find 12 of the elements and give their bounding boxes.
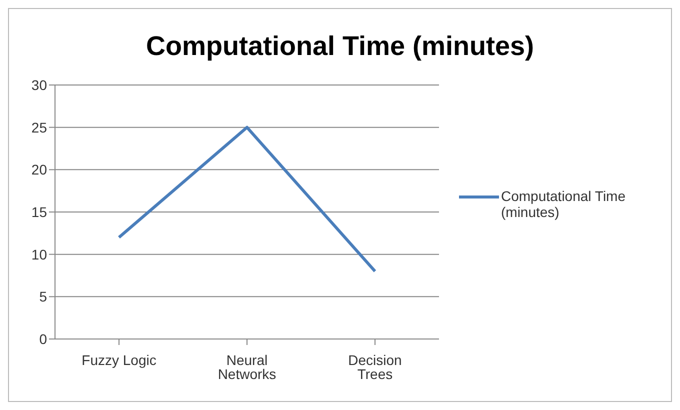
y-tick-label: 10	[31, 246, 48, 262]
x-tick-label: Fuzzy Logic	[82, 352, 156, 368]
x-tick-label: Neural Networks	[218, 352, 276, 382]
legend-label: Computational Time (minutes)	[501, 188, 627, 220]
chart-title: Computational Time (minutes)	[144, 31, 536, 62]
y-tick-label: 15	[31, 204, 48, 220]
y-tick-label: 30	[31, 76, 48, 93]
y-tick-label: 5	[39, 288, 48, 305]
y-tick-label: 25	[31, 119, 48, 136]
x-tick-label: Decision Trees	[348, 352, 402, 382]
y-tick-label: 0	[39, 330, 48, 347]
y-tick-label: 20	[31, 162, 48, 178]
